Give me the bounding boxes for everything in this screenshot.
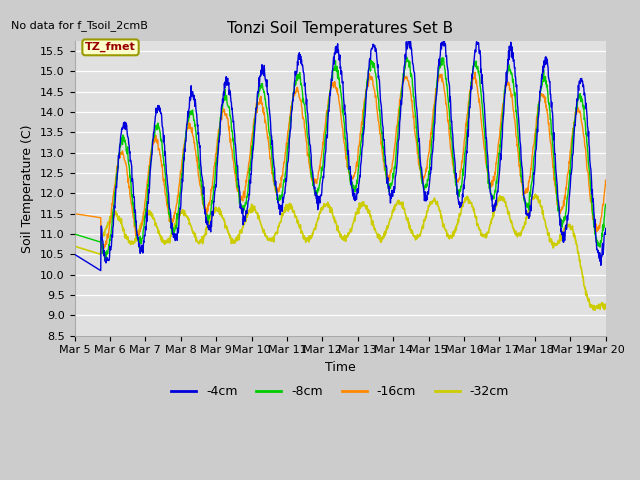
Y-axis label: Soil Temperature (C): Soil Temperature (C) — [22, 124, 35, 252]
Title: Tonzi Soil Temperatures Set B: Tonzi Soil Temperatures Set B — [227, 21, 453, 36]
X-axis label: Time: Time — [324, 361, 355, 374]
Text: TZ_fmet: TZ_fmet — [85, 42, 136, 52]
Text: No data for f_Tsoil_2cmB: No data for f_Tsoil_2cmB — [11, 20, 148, 31]
Legend: -4cm, -8cm, -16cm, -32cm: -4cm, -8cm, -16cm, -32cm — [166, 380, 514, 403]
